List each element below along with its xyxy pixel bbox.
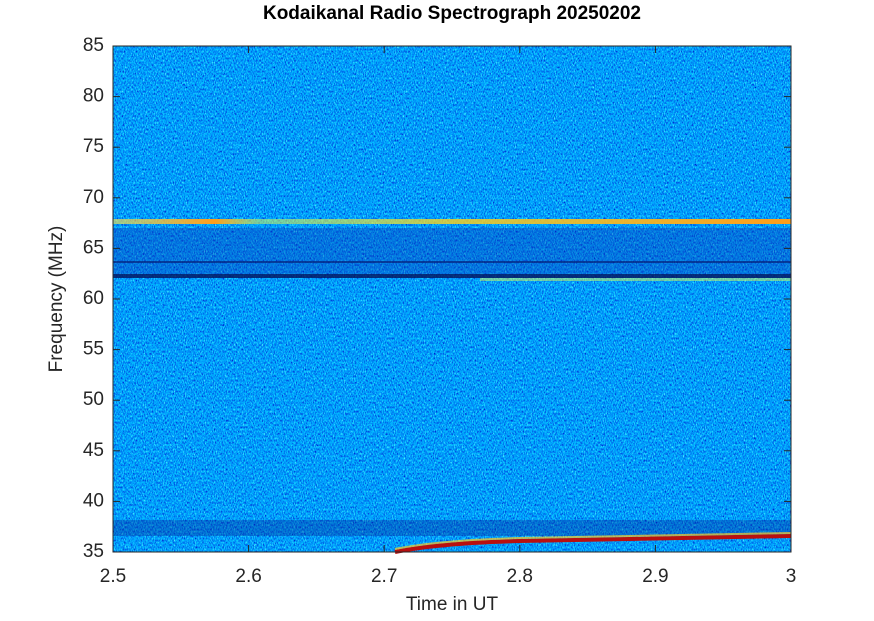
y-tick-label: 40	[83, 490, 104, 511]
y-tick-label: 65	[83, 237, 104, 258]
x-axis-label: Time in UT	[406, 594, 499, 615]
y-tick-label: 85	[83, 35, 104, 56]
chart-title: Kodaikanal Radio Spectrograph 20250202	[263, 3, 641, 24]
spectrogram-image	[113, 46, 792, 554]
y-tick-label: 75	[83, 136, 104, 157]
x-tick-label: 2.7	[371, 566, 397, 587]
x-tick-label: 3	[786, 566, 797, 587]
x-tick-label: 2.5	[100, 566, 126, 587]
y-tick-label: 50	[83, 389, 104, 410]
y-tick-label: 80	[83, 86, 104, 107]
y-axis-label: Frequency (MHz)	[46, 226, 67, 373]
y-tick-label: 70	[83, 187, 104, 208]
x-tick-label: 2.8	[507, 566, 533, 587]
y-tick-label: 60	[83, 288, 104, 309]
y-tick-label: 55	[83, 339, 104, 360]
x-tick-label: 2.9	[642, 566, 668, 587]
y-tick-label: 45	[83, 440, 104, 461]
y-tick-label: 35	[83, 541, 104, 562]
x-tick-label: 2.6	[235, 566, 261, 587]
